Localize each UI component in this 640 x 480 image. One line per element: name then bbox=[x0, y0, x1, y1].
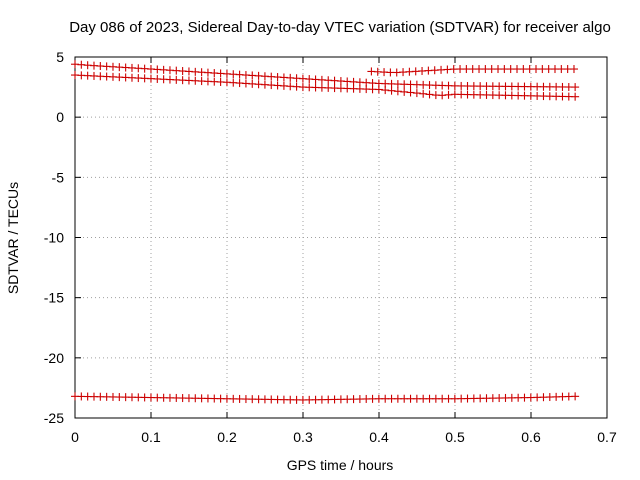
y-tick-label: -5 bbox=[52, 169, 65, 185]
series-track-3 bbox=[367, 65, 578, 77]
y-tick-label: 0 bbox=[56, 109, 64, 125]
data-point bbox=[571, 92, 580, 101]
data-point bbox=[425, 90, 434, 99]
x-tick-labels: 0 0.1 0.2 0.3 0.4 0.5 0.6 0.7 bbox=[71, 429, 617, 445]
y-tick-label: -15 bbox=[44, 290, 64, 306]
axis-ticks bbox=[74, 56, 608, 419]
x-tick-label: 0.6 bbox=[521, 429, 541, 445]
data-point bbox=[381, 86, 390, 95]
data-point bbox=[412, 89, 421, 98]
series-track-2 bbox=[71, 71, 580, 101]
y-tick-label: -10 bbox=[44, 230, 64, 246]
data-point bbox=[374, 85, 383, 94]
series-track-4 bbox=[71, 392, 580, 404]
data-point bbox=[393, 87, 402, 96]
data-point bbox=[571, 83, 580, 92]
x-axis-label: GPS time / hours bbox=[287, 457, 394, 473]
data-point bbox=[400, 87, 409, 96]
series-layer bbox=[71, 60, 580, 404]
data-point bbox=[387, 86, 396, 95]
x-tick-label: 0.4 bbox=[369, 429, 389, 445]
x-tick-label: 0.2 bbox=[217, 429, 237, 445]
y-tick-label: 5 bbox=[56, 49, 64, 65]
y-tick-label: -20 bbox=[44, 350, 64, 366]
data-point bbox=[569, 65, 578, 74]
data-point bbox=[419, 89, 428, 98]
series-track-1 bbox=[71, 60, 580, 92]
y-tick-label: -25 bbox=[44, 410, 64, 426]
x-tick-label: 0.3 bbox=[293, 429, 313, 445]
x-tick-label: 0.7 bbox=[597, 429, 617, 445]
x-tick-label: 0 bbox=[71, 429, 79, 445]
data-point bbox=[406, 88, 415, 97]
x-tick-label: 0.5 bbox=[445, 429, 465, 445]
chart-title: Day 086 of 2023, Sidereal Day-to-day VTE… bbox=[69, 19, 611, 36]
x-tick-label: 0.1 bbox=[141, 429, 161, 445]
data-point bbox=[571, 392, 580, 401]
y-tick-labels: 5 0 -5 -10 -15 -20 -25 bbox=[44, 49, 64, 426]
y-axis-label: SDTVAR / TECUs bbox=[5, 182, 21, 294]
grid bbox=[75, 57, 607, 418]
